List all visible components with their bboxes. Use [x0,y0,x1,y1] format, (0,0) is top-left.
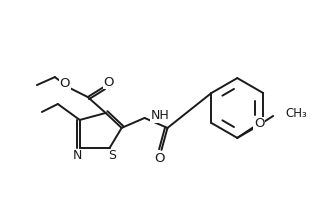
Text: O: O [103,76,114,89]
Text: O: O [60,76,70,90]
Text: NH: NH [151,110,169,122]
Text: O: O [254,117,265,130]
Text: S: S [108,149,116,162]
Text: O: O [154,152,165,165]
Text: CH₃: CH₃ [285,107,307,120]
Text: N: N [73,149,82,162]
